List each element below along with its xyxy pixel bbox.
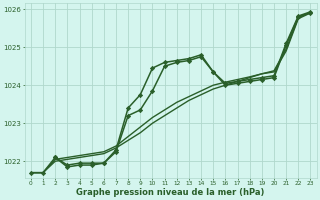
X-axis label: Graphe pression niveau de la mer (hPa): Graphe pression niveau de la mer (hPa)	[76, 188, 265, 197]
